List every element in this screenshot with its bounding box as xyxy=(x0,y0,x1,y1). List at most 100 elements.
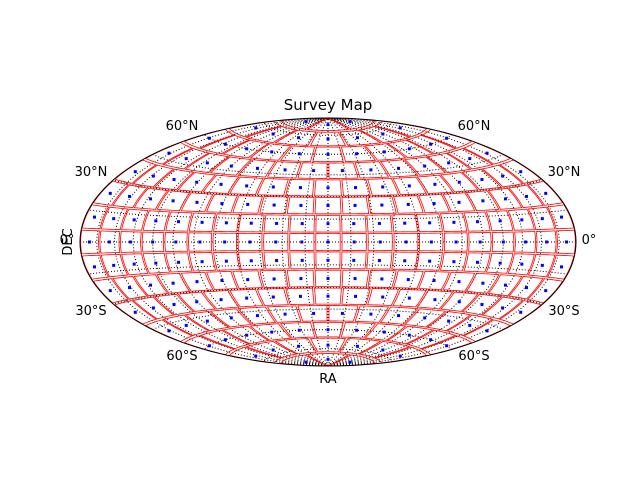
field-outline xyxy=(309,337,347,353)
field-outline xyxy=(418,232,444,252)
field-center-point xyxy=(108,191,112,195)
field-center-point xyxy=(297,344,301,348)
field-outline xyxy=(465,272,500,294)
field-outline xyxy=(358,341,411,359)
field-center-point xyxy=(398,126,402,130)
field-center-point xyxy=(429,240,433,244)
field-outline xyxy=(245,125,298,143)
field-center-point xyxy=(457,200,461,204)
field-center-point xyxy=(177,220,181,224)
field-center-point xyxy=(195,300,199,304)
field-center-point xyxy=(407,184,411,188)
field-outline xyxy=(81,204,110,230)
field-outline xyxy=(405,329,457,350)
field-outline xyxy=(415,251,443,271)
field-center-point xyxy=(432,202,436,206)
field-outline xyxy=(286,196,315,215)
field-center-point xyxy=(340,169,344,173)
field-center-point xyxy=(503,283,507,287)
field-outline xyxy=(514,231,536,253)
field-center-point xyxy=(149,283,153,287)
field-outline xyxy=(156,190,191,212)
field-outline xyxy=(366,214,393,233)
field-center-point xyxy=(154,219,158,223)
field-outline xyxy=(367,178,400,196)
field-outline xyxy=(507,253,535,276)
field-center-point xyxy=(353,277,357,281)
field-outline xyxy=(463,211,491,232)
field-center-point xyxy=(498,219,502,223)
field-outline xyxy=(508,184,544,208)
field-center-point xyxy=(255,166,259,170)
field-outline xyxy=(263,214,290,233)
field-center-point xyxy=(151,174,155,178)
field-outline xyxy=(121,208,149,231)
field-outline xyxy=(81,254,110,280)
x-axis-label: RA xyxy=(319,372,337,387)
field-center-point xyxy=(406,278,410,282)
field-center-point xyxy=(501,174,505,178)
field-outline xyxy=(341,178,371,197)
field-center-point xyxy=(297,328,301,332)
field-center-point xyxy=(355,344,359,348)
field-center-point xyxy=(560,215,564,219)
graticule-meridian xyxy=(327,117,484,367)
field-outline xyxy=(279,322,316,339)
field-outline xyxy=(312,321,344,338)
field-outline xyxy=(367,270,397,288)
field-center-point xyxy=(501,306,505,310)
field-center-point xyxy=(397,314,401,318)
field-center-point xyxy=(445,344,449,348)
field-center-point xyxy=(404,240,408,244)
field-outline xyxy=(485,210,514,232)
field-center-point xyxy=(403,259,407,263)
field-outline xyxy=(491,231,515,253)
field-center-point xyxy=(480,178,484,182)
field-outline xyxy=(403,308,447,328)
graticule-meridian xyxy=(236,117,329,367)
field-center-point xyxy=(326,276,330,280)
field-outline xyxy=(263,233,289,251)
field-center-point xyxy=(304,120,308,124)
field-center-point xyxy=(184,323,188,327)
field-center-point xyxy=(481,281,485,285)
field-center-point xyxy=(560,265,564,269)
field-outline xyxy=(213,251,241,271)
field-center-point xyxy=(171,281,175,285)
field-outline xyxy=(238,214,265,233)
field-center-point xyxy=(377,259,381,263)
field-center-point xyxy=(245,333,249,337)
field-outline xyxy=(306,118,350,131)
field-center-point xyxy=(205,161,209,165)
field-outline xyxy=(162,148,210,170)
field-outline xyxy=(328,305,359,322)
field-center-point xyxy=(355,136,359,140)
field-outline xyxy=(405,134,457,155)
field-center-point xyxy=(167,151,171,155)
field-outline xyxy=(133,187,169,210)
field-outline xyxy=(237,159,277,178)
tick-label-60n-left: 60°N xyxy=(166,119,199,134)
field-center-point xyxy=(249,221,253,225)
field-center-point xyxy=(198,240,202,244)
field-outline xyxy=(259,270,289,288)
field-center-point xyxy=(299,277,303,281)
field-center-point xyxy=(326,186,330,190)
field-outline xyxy=(465,190,500,212)
field-center-point xyxy=(195,200,199,204)
field-outline xyxy=(354,161,390,179)
field-center-point xyxy=(326,152,330,156)
field-outline xyxy=(338,129,382,146)
field-center-point xyxy=(149,197,153,201)
field-outline xyxy=(188,232,213,252)
field-outline xyxy=(392,288,427,308)
field-outline xyxy=(120,231,142,253)
field-center-point xyxy=(423,316,427,320)
graticule-meridian xyxy=(327,117,524,367)
field-center-point xyxy=(380,203,384,207)
field-outline xyxy=(274,129,318,146)
field-outline xyxy=(463,252,491,273)
field-center-point xyxy=(355,328,359,332)
field-center-point xyxy=(151,240,155,244)
field-outline xyxy=(315,214,341,233)
